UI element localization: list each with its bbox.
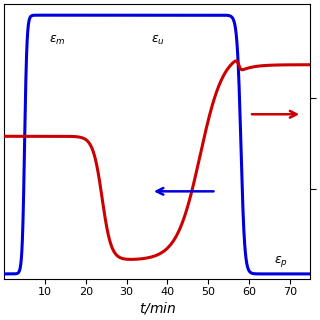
X-axis label: $t$/min: $t$/min: [139, 300, 176, 316]
Text: $\varepsilon_u$: $\varepsilon_u$: [151, 34, 165, 47]
Text: $\varepsilon_p$: $\varepsilon_p$: [274, 254, 287, 269]
Text: $\varepsilon_m$: $\varepsilon_m$: [49, 34, 66, 47]
